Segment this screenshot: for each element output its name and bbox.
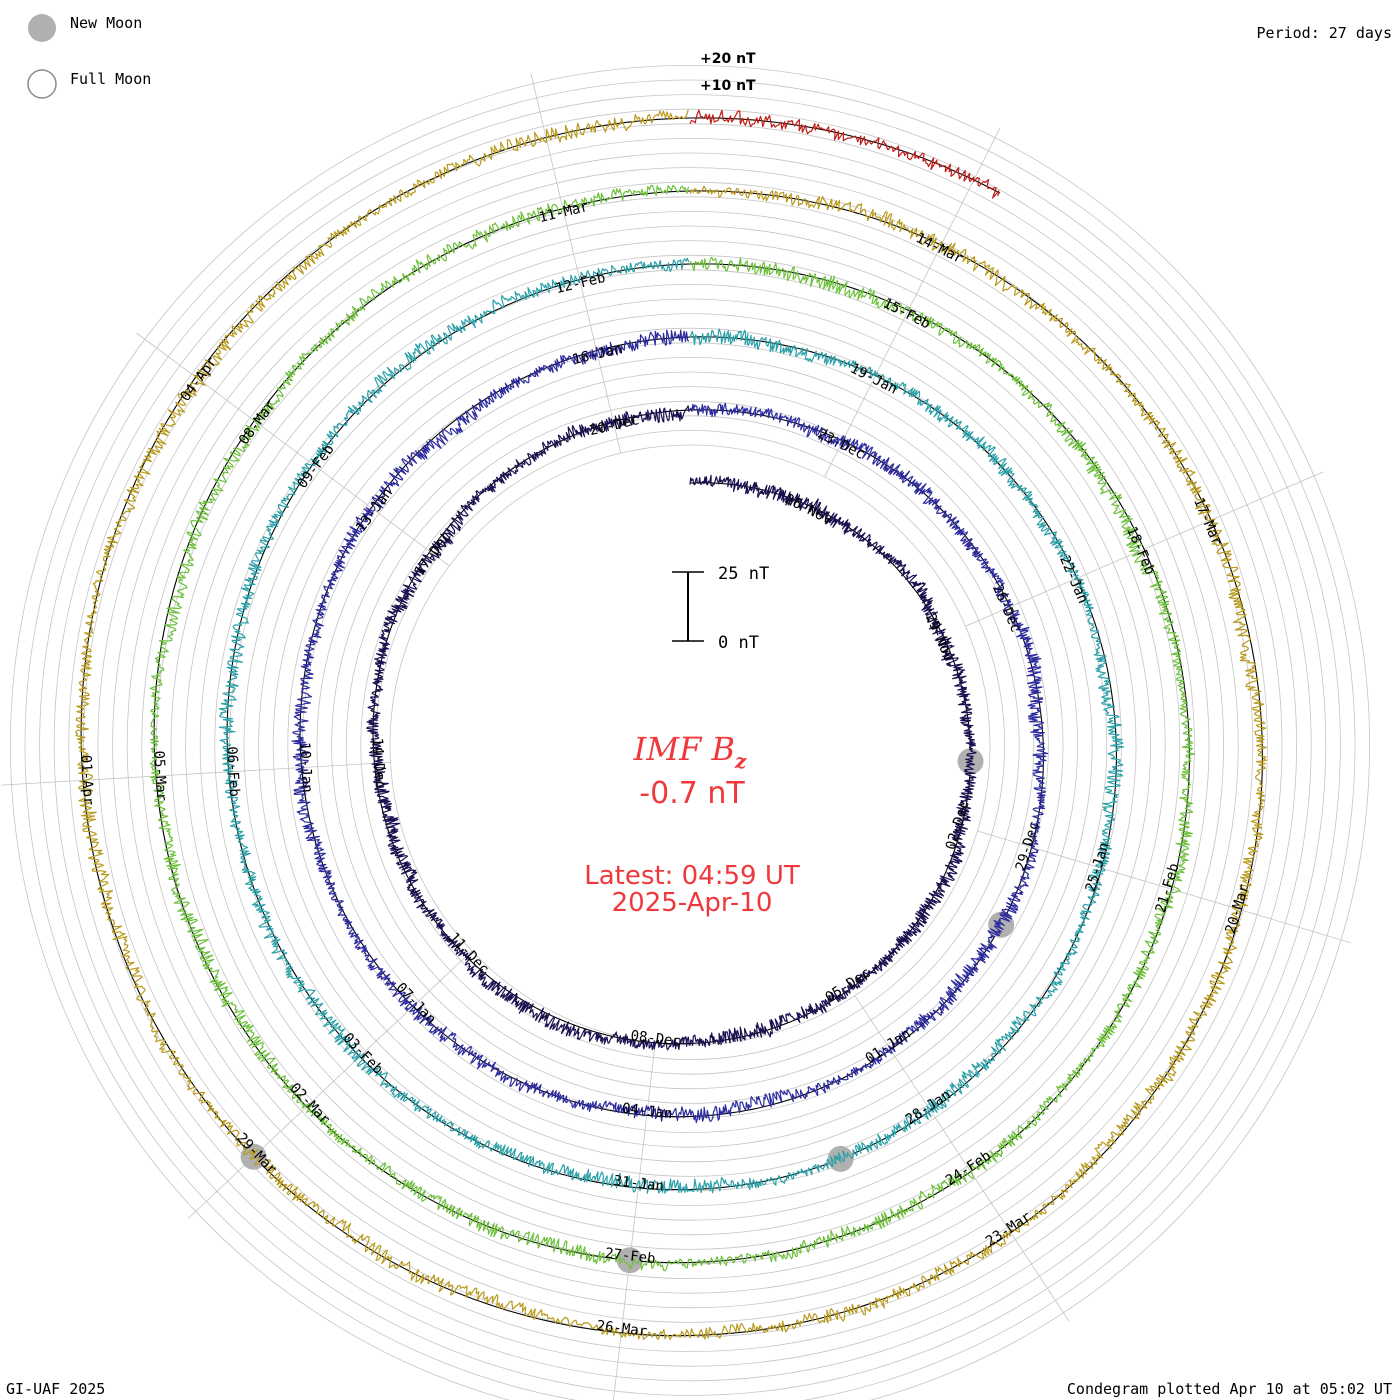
- new-moon-legend-label: New Moon: [70, 14, 142, 32]
- grid-ring: [228, 283, 1152, 1207]
- grid-ring: [141, 196, 1239, 1294]
- grid-spoke: [824, 128, 1001, 478]
- parameter-subscript: z: [734, 749, 747, 773]
- series-line-5: [75, 109, 1267, 1340]
- grid-layer: [1, 65, 1370, 1400]
- date-label: 23-Dec: [815, 426, 867, 463]
- full-moon-icon: [27, 69, 57, 99]
- scale-bar-bottom-label: 0 nT: [718, 633, 759, 653]
- grid-ring: [53, 108, 1327, 1382]
- period-label: Period: 27 days: [1257, 24, 1392, 42]
- date-label: 15-Feb: [880, 295, 932, 332]
- full-moon-legend-label: Full Moon: [70, 70, 151, 88]
- series-line-4: [149, 184, 1196, 1272]
- new-moon-marker: [827, 1145, 854, 1172]
- grid-spoke: [613, 1042, 656, 1400]
- grid-ring: [24, 79, 1356, 1400]
- ring-label-plus10: +10 nT: [700, 78, 756, 94]
- grid-ring: [287, 342, 1093, 1148]
- date-label: 27-Feb: [604, 1246, 656, 1268]
- ring-label-plus20: +20 nT: [700, 51, 756, 67]
- date-label: 29-Mar: [233, 1130, 279, 1178]
- footer-credit: GI-UAF 2025: [6, 1380, 105, 1398]
- date-label: 16-Jan: [571, 341, 624, 368]
- date-label: 20-Mar: [1223, 882, 1253, 935]
- series-line-2: [291, 329, 1049, 1124]
- date-label: 07-Jan: [393, 980, 439, 1028]
- grid-spoke: [136, 332, 450, 567]
- date-label: 17-Mar: [1190, 495, 1225, 548]
- date-label: 05-Mar: [150, 750, 169, 801]
- grid-ring: [170, 225, 1210, 1265]
- date-label: 21-Feb: [1153, 861, 1183, 914]
- scale-bar: 25 nT 0 nT: [672, 564, 769, 653]
- grid-ring: [272, 327, 1108, 1163]
- date-label: 04-Jan: [621, 1101, 673, 1123]
- footer-plot-time: Condegram plotted Apr 10 at 05:02 UT: [1067, 1380, 1392, 1398]
- grid-ring: [258, 313, 1122, 1177]
- grid-spoke: [977, 830, 1352, 944]
- grid-spoke: [187, 950, 473, 1219]
- latest-time: Latest: 04:59 UT: [584, 861, 800, 891]
- date-label: 14-Mar: [913, 230, 965, 267]
- date-label: 02-Dec: [943, 799, 973, 852]
- date-label: 08-Dec: [630, 1028, 682, 1050]
- series-line-3: [218, 257, 1125, 1194]
- series-line-1: [366, 405, 977, 1051]
- grid-ring: [185, 240, 1195, 1250]
- date-label: 20-Dec: [588, 412, 641, 439]
- date-label: 10-Jan: [296, 742, 315, 793]
- date-label: 18-Feb: [1123, 524, 1158, 577]
- grid-ring: [316, 371, 1064, 1119]
- date-label: 06-Feb: [223, 746, 242, 797]
- new-moon-icon: [28, 14, 56, 42]
- date-label: 17-Dec: [412, 529, 455, 579]
- grid-ring: [331, 386, 1049, 1104]
- date-label: 04-Apr: [177, 354, 220, 404]
- new-moon-marker: [616, 1247, 643, 1274]
- parameter-name: IMF B: [633, 730, 735, 768]
- date-label: 13-Jan: [353, 485, 396, 535]
- grid-ring: [214, 269, 1166, 1221]
- grid-ring: [10, 65, 1370, 1400]
- grid-spoke: [530, 73, 622, 454]
- date-label: 31-Jan: [613, 1173, 665, 1195]
- grid-ring: [68, 123, 1312, 1367]
- grid-ring: [360, 415, 1020, 1075]
- grid-ring: [112, 167, 1268, 1323]
- grid-ring: [345, 400, 1035, 1090]
- date-label: 08-Mar: [236, 398, 279, 448]
- date-label: 03-Feb: [340, 1030, 386, 1078]
- scale-bar-top-label: 25 nT: [718, 564, 769, 584]
- latest-date: 2025-Apr-10: [612, 888, 773, 918]
- date-label: 09-Feb: [295, 442, 338, 492]
- date-label: 01-Apr: [77, 754, 96, 805]
- date-label: 02-Mar: [286, 1080, 332, 1128]
- date-label: 26-Mar: [596, 1318, 648, 1340]
- date-label: 14-Dec: [369, 737, 388, 788]
- grid-ring: [126, 181, 1254, 1309]
- current-value: -0.7 nT: [639, 776, 745, 811]
- grid-ring: [199, 254, 1181, 1236]
- date-label: 22-Jan: [1056, 553, 1091, 606]
- date-label: 29-Dec: [1013, 820, 1043, 873]
- grid-ring: [83, 138, 1297, 1352]
- date-label: 26-Nov: [782, 491, 834, 528]
- series-layer: [75, 109, 1267, 1340]
- series-line-6: [689, 109, 1000, 199]
- date-label: 25-Jan: [1083, 841, 1113, 894]
- grid-ring: [39, 94, 1341, 1396]
- date-label: 26-Dec: [989, 582, 1024, 635]
- grid-spoke: [1, 762, 391, 786]
- parameter-title: IMF Bz: [633, 730, 747, 773]
- date-label: 19-Jan: [848, 361, 900, 398]
- moon-layer: [240, 748, 1015, 1274]
